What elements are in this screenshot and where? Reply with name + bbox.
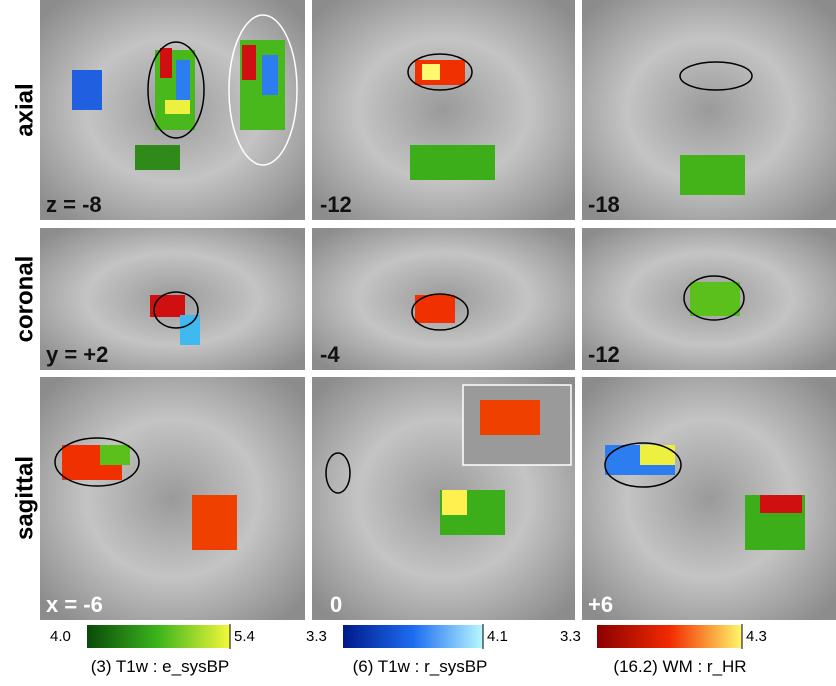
colorbar-min: 4.0 [50, 628, 71, 645]
blob [680, 155, 745, 195]
slice-label: y = +2 [46, 342, 108, 367]
slice-label: z = -8 [46, 192, 102, 217]
blob [180, 315, 200, 345]
blob [410, 145, 495, 180]
blob [165, 100, 190, 114]
colorbar-caption: (6) T1w : r_sysBP [353, 657, 488, 676]
colorbar-max: 4.1 [487, 628, 508, 645]
figure: axial coronal sagittal z = -8 -12 -18 y … [0, 0, 836, 686]
page: axial coronal sagittal z = -8 -12 -18 y … [0, 0, 836, 686]
colorbar [343, 625, 483, 648]
slice-label: 0 [330, 592, 342, 617]
colorbar-caption: (3) T1w : e_sysBP [91, 657, 230, 676]
blob [640, 445, 675, 465]
blob [262, 55, 278, 95]
blob [480, 400, 540, 435]
blob [242, 45, 256, 80]
colorbar-caption: (16.2) WM : r_HR [613, 657, 746, 676]
blob [100, 445, 130, 465]
blob [176, 60, 190, 100]
colorbar-min: 3.3 [306, 628, 327, 645]
blob [192, 495, 237, 550]
blob [160, 48, 172, 78]
slice-label: x = -6 [46, 592, 103, 617]
colorbar [597, 625, 742, 648]
panel-image [40, 377, 305, 620]
row-label: sagittal [11, 456, 38, 540]
slice-label: -18 [588, 192, 620, 217]
slice-label: -12 [588, 342, 620, 367]
blob [422, 64, 440, 80]
blob [135, 145, 180, 170]
colorbar [87, 625, 230, 648]
colorbar-max: 4.3 [746, 628, 767, 645]
colorbar-min: 3.3 [560, 628, 581, 645]
slice-label: -4 [320, 342, 340, 367]
row-label: coronal [11, 256, 38, 343]
blob [442, 490, 467, 515]
blob [760, 495, 802, 513]
colorbar-max: 5.4 [234, 628, 255, 645]
slice-label: +6 [588, 592, 613, 617]
blob [72, 70, 102, 110]
slice-label: -12 [320, 192, 352, 217]
panel-image [312, 0, 575, 220]
blob [690, 282, 740, 316]
row-label: axial [11, 83, 38, 136]
